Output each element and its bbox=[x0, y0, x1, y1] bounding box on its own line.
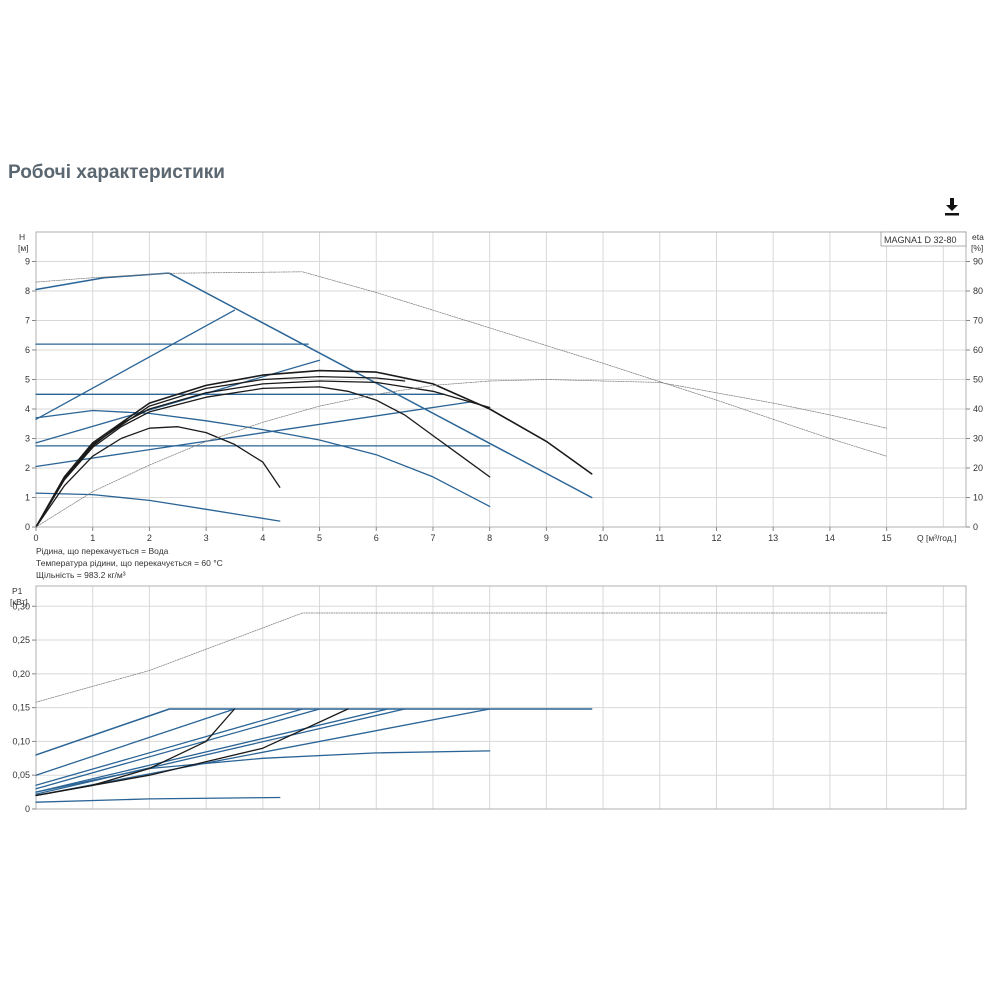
power-axis-label: P1 bbox=[12, 586, 23, 596]
series-line-13 bbox=[35, 375, 406, 528]
left-tick-label: 9 bbox=[25, 257, 30, 267]
power-axis-ticks: 0 0,05 0,10 0,15 0,20 0,25 0,30 bbox=[12, 601, 36, 814]
eta-axis-ticks: 0 10 20 30 40 50 60 70 80 90 bbox=[966, 257, 983, 532]
left-tick-label: 0,05 bbox=[12, 770, 30, 780]
eta-axis-unit: [%] bbox=[971, 243, 983, 253]
series-line-9 bbox=[35, 492, 281, 522]
series-line-15 bbox=[35, 271, 887, 457]
x-tick-label: 6 bbox=[374, 533, 379, 543]
x-tick-label: 5 bbox=[317, 533, 322, 543]
right-tick-label: 80 bbox=[973, 286, 983, 296]
x-tick-label: 2 bbox=[147, 533, 152, 543]
series-line-11 bbox=[35, 708, 349, 797]
right-tick-label: 0 bbox=[973, 522, 978, 532]
left-tick-label: 0,25 bbox=[12, 635, 30, 645]
series-line-2 bbox=[35, 708, 236, 776]
x-tick-label: 3 bbox=[204, 533, 209, 543]
series-line-10 bbox=[35, 426, 281, 528]
series-line-3 bbox=[35, 708, 304, 786]
x-tick-label: 11 bbox=[655, 533, 664, 543]
right-tick-label: 20 bbox=[973, 463, 983, 473]
left-tick-label: 0,20 bbox=[12, 669, 30, 679]
right-tick-label: 90 bbox=[973, 257, 983, 267]
series-line-1 bbox=[35, 708, 593, 756]
power-axis-unit: [кВт] bbox=[10, 597, 28, 607]
page-title: Робочі характеристики bbox=[8, 162, 225, 183]
power-chart: 0 0,05 0,10 0,15 0,20 0,25 0,30 P1 [кВт] bbox=[10, 585, 967, 814]
left-tick-label: 1 bbox=[25, 493, 30, 503]
left-tick-label: 6 bbox=[25, 345, 30, 355]
head-axis-ticks: 0 1 2 3 4 5 6 7 8 9 bbox=[25, 257, 36, 532]
series-line-1 bbox=[35, 272, 593, 499]
x-tick-label: 4 bbox=[260, 533, 265, 543]
flow-axis-ticks: 0 1 2 3 4 5 6 7 8 9 10 11 12 13 14 15 bbox=[33, 527, 892, 543]
head-chart-series bbox=[35, 271, 887, 528]
series-line-8 bbox=[35, 409, 491, 508]
x-tick-label: 1 bbox=[90, 533, 95, 543]
x-tick-label: 15 bbox=[882, 533, 892, 543]
x-tick-label: 8 bbox=[487, 533, 492, 543]
series-line-2 bbox=[35, 309, 236, 420]
left-tick-label: 5 bbox=[25, 375, 30, 385]
series-line-4 bbox=[35, 708, 321, 790]
series-line-7 bbox=[35, 708, 491, 797]
download-icon bbox=[945, 198, 959, 216]
model-label: MAGNA1 D 32-80 bbox=[884, 235, 957, 245]
density-note: Щільність = 983.2 кг/м³ bbox=[36, 570, 126, 580]
x-tick-label: 10 bbox=[598, 533, 608, 543]
right-tick-label: 10 bbox=[973, 493, 983, 503]
right-tick-label: 50 bbox=[973, 375, 983, 385]
series-line-8 bbox=[35, 750, 491, 793]
head-axis-unit: [м] bbox=[18, 243, 29, 253]
left-tick-label: 7 bbox=[25, 316, 30, 326]
series-line-5 bbox=[35, 708, 389, 793]
series-line-12 bbox=[35, 380, 491, 528]
left-tick-label: 8 bbox=[25, 286, 30, 296]
right-tick-label: 70 bbox=[973, 316, 983, 326]
right-tick-label: 30 bbox=[973, 434, 983, 444]
x-tick-label: 0 bbox=[33, 533, 38, 543]
series-line-6 bbox=[35, 708, 406, 795]
x-tick-label: 7 bbox=[430, 533, 435, 543]
x-tick-label: 13 bbox=[768, 533, 778, 543]
x-tick-label: 12 bbox=[711, 533, 721, 543]
right-tick-label: 40 bbox=[973, 404, 983, 414]
series-line-12 bbox=[35, 612, 887, 703]
download-button[interactable] bbox=[942, 196, 962, 218]
series-line-16 bbox=[35, 379, 887, 528]
eta-axis-label: eta bbox=[972, 232, 984, 242]
flow-axis-label: Q [м³/год.] bbox=[917, 533, 957, 543]
left-tick-label: 0 bbox=[25, 522, 30, 532]
left-tick-label: 0 bbox=[25, 804, 30, 814]
power-chart-frame bbox=[35, 585, 967, 810]
power-chart-series bbox=[35, 612, 887, 803]
right-tick-label: 60 bbox=[973, 345, 983, 355]
series-line-14 bbox=[35, 369, 593, 528]
temperature-note: Температура рідини, що перекачується = 6… bbox=[36, 558, 223, 568]
series-line-11 bbox=[35, 386, 491, 528]
left-tick-label: 0,30 bbox=[12, 601, 30, 611]
head-chart-grid bbox=[36, 232, 966, 527]
left-tick-label: 0,10 bbox=[12, 736, 30, 746]
fluid-note: Рідина, що перекачується = Вода bbox=[36, 546, 169, 556]
head-axis-label: H bbox=[19, 232, 25, 242]
x-tick-label: 9 bbox=[544, 533, 549, 543]
left-tick-label: 0,15 bbox=[12, 703, 30, 713]
model-legend-box bbox=[880, 231, 967, 247]
left-tick-label: 2 bbox=[25, 463, 30, 473]
series-line-9 bbox=[35, 796, 281, 803]
left-tick-label: 4 bbox=[25, 404, 30, 414]
left-tick-label: 3 bbox=[25, 434, 30, 444]
x-tick-label: 14 bbox=[825, 533, 835, 543]
power-chart-grid bbox=[36, 586, 966, 809]
